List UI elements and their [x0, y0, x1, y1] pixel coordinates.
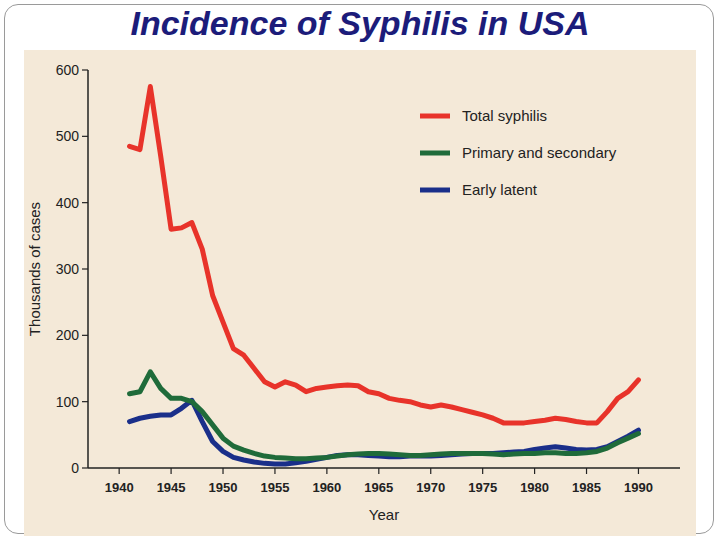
x-axis-label: Year: [369, 506, 399, 523]
y-tick: [82, 268, 88, 269]
x-tick-label: 1975: [468, 480, 497, 495]
y-tick-label: 100: [56, 394, 80, 410]
x-tick-label: 1990: [624, 480, 653, 495]
x-tick-label: 1955: [260, 480, 289, 495]
y-tick: [82, 467, 88, 468]
y-tick-label: 300: [56, 261, 80, 277]
x-tick-label: 1960: [312, 480, 341, 495]
x-tick: [274, 468, 275, 474]
y-tick-label: 200: [56, 327, 80, 343]
panel: [24, 50, 696, 536]
y-tick-label: 500: [56, 128, 80, 144]
chart: 0 100 200 300 400 500 600 1940 1945 1950 1955 1960 1…: [24, 50, 696, 536]
x-tick: [430, 468, 431, 474]
x-tick: [482, 468, 483, 474]
y-axis-label: Thousands of cases: [26, 202, 43, 336]
series-line: [130, 87, 639, 423]
x-tick: [170, 468, 171, 474]
y-tick: [82, 335, 88, 336]
x-tick-label: 1985: [572, 480, 601, 495]
x-tick: [378, 468, 379, 474]
y-tick-label: 0: [71, 460, 79, 476]
y-tick-label: 600: [56, 62, 80, 78]
legend-label: Total syphilis: [462, 107, 547, 124]
legend-label: Early latent: [462, 181, 538, 198]
y-tick: [82, 136, 88, 137]
x-tick: [638, 468, 639, 474]
y-tick: [82, 69, 88, 70]
x-tick-label: 1945: [157, 480, 186, 495]
legend-label: Primary and secondary: [462, 144, 617, 161]
legend-swatch: [420, 151, 450, 156]
legend-swatch: [420, 188, 450, 193]
x-tick-label: 1965: [364, 480, 393, 495]
legend: Total syphilis Primary and secondary Early…: [420, 107, 617, 198]
x-tick-label: 1970: [416, 480, 445, 495]
y-tick: [82, 202, 88, 203]
y-tick-label: 400: [56, 195, 80, 211]
x-tick: [586, 468, 587, 474]
y-tick: [82, 401, 88, 402]
x-tick-label: 1980: [520, 480, 549, 495]
plot-area: [130, 87, 639, 464]
x-tick: [326, 468, 327, 474]
x-tick: [534, 468, 535, 474]
x-axis: [88, 467, 680, 469]
x-tick: [222, 468, 223, 474]
x-tick-label: 1940: [105, 480, 134, 495]
legend-swatch: [420, 114, 450, 119]
title: Incidence of Syphilis in USA: [0, 0, 720, 46]
x-tick-label: 1950: [209, 480, 238, 495]
x-tick: [119, 468, 120, 474]
series-line: [130, 372, 639, 459]
